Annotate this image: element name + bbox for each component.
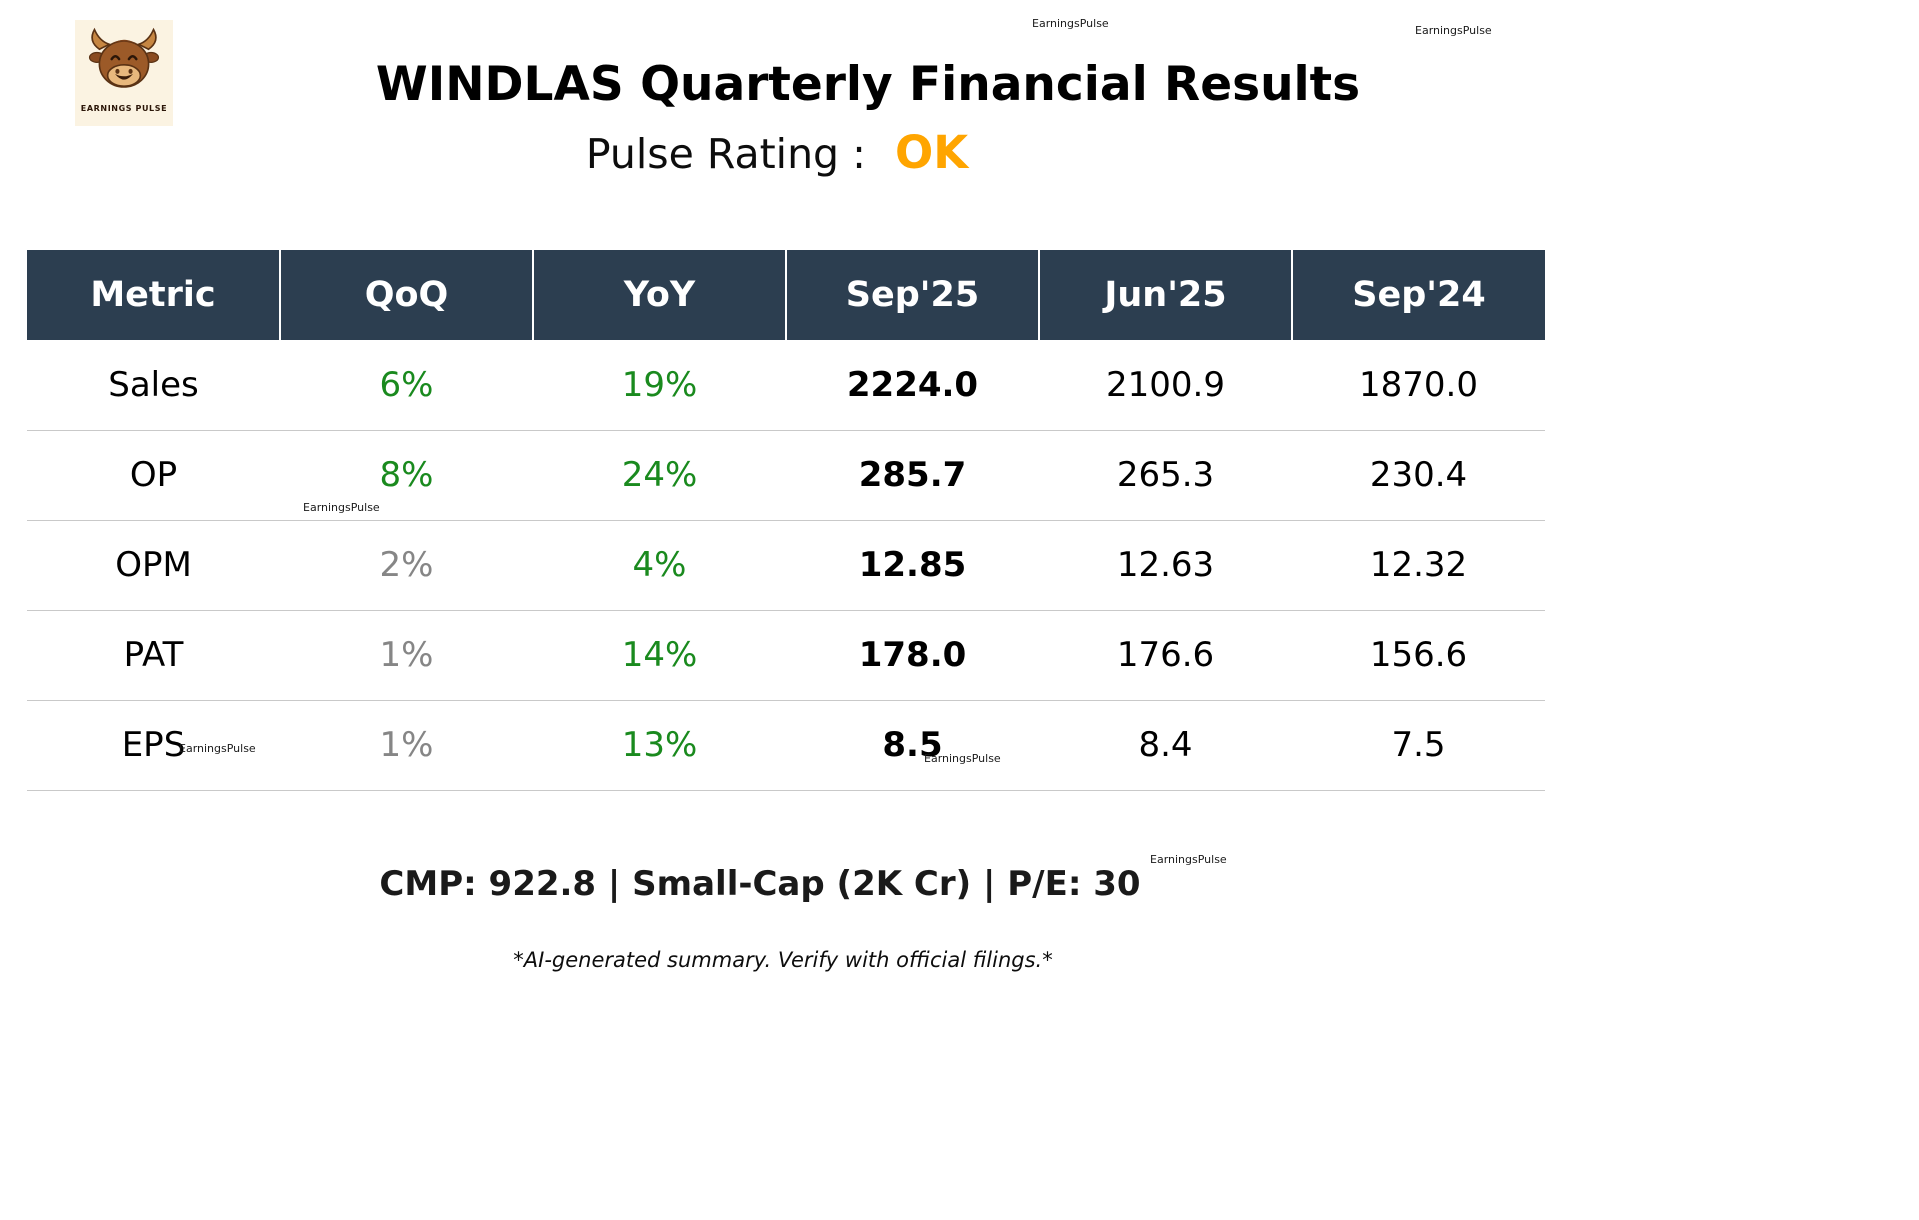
metric-cell: EPS bbox=[27, 700, 280, 791]
column-header-jun25: Jun'25 bbox=[1039, 250, 1293, 340]
yoy-cell: 24% bbox=[533, 430, 786, 521]
table-row: EPS 1% 13% 8.5 8.4 7.5 bbox=[27, 700, 1545, 791]
sep25-cell: 8.5 bbox=[786, 700, 1039, 791]
metric-cell: Sales bbox=[27, 340, 280, 431]
table-row: Sales 6% 19% 2224.0 2100.9 1870.0 bbox=[27, 340, 1545, 431]
table-row: PAT 1% 14% 178.0 176.6 156.6 bbox=[27, 610, 1545, 701]
qoq-cell: 8% bbox=[280, 430, 533, 521]
metric-cell: OPM bbox=[27, 520, 280, 611]
jun25-cell: 8.4 bbox=[1039, 700, 1292, 791]
rating-label: Pulse Rating : bbox=[585, 130, 866, 178]
results-table-container: Metric QoQ YoY Sep'25 Jun'25 Sep'24 Sale… bbox=[27, 250, 1545, 791]
sep25-cell: 285.7 bbox=[786, 430, 1039, 521]
sep25-cell: 2224.0 bbox=[786, 340, 1039, 431]
jun25-cell: 2100.9 bbox=[1039, 340, 1292, 431]
qoq-cell: 6% bbox=[280, 340, 533, 431]
yoy-cell: 4% bbox=[533, 520, 786, 611]
watermark: EarningsPulse bbox=[1415, 24, 1492, 37]
rating-value: OK bbox=[894, 126, 969, 179]
watermark: EarningsPulse bbox=[1032, 17, 1109, 30]
metric-cell: OP bbox=[27, 430, 280, 521]
table-header-row: Metric QoQ YoY Sep'25 Jun'25 Sep'24 bbox=[27, 250, 1545, 340]
column-header-sep25: Sep'25 bbox=[786, 250, 1040, 340]
page-title: WINDLAS Quarterly Financial Results bbox=[375, 57, 1361, 113]
qoq-cell: 1% bbox=[280, 610, 533, 701]
column-header-qoq: QoQ bbox=[280, 250, 534, 340]
table-row: OPM 2% 4% 12.85 12.63 12.32 bbox=[27, 520, 1545, 611]
bull-icon bbox=[88, 27, 160, 88]
cmp-summary: CMP: 922.8 | Small-Cap (2K Cr) | P/E: 30 bbox=[379, 864, 1141, 904]
column-header-metric: Metric bbox=[27, 250, 281, 340]
yoy-cell: 19% bbox=[533, 340, 786, 431]
results-table: Metric QoQ YoY Sep'25 Jun'25 Sep'24 Sale… bbox=[27, 250, 1545, 791]
sep24-cell: 230.4 bbox=[1292, 430, 1545, 521]
metric-cell: PAT bbox=[27, 610, 280, 701]
column-header-sep24: Sep'24 bbox=[1292, 250, 1545, 340]
qoq-cell: 1% bbox=[280, 700, 533, 791]
watermark: EarningsPulse bbox=[924, 752, 1001, 765]
watermark: EarningsPulse bbox=[1150, 853, 1227, 866]
qoq-cell: 2% bbox=[280, 520, 533, 611]
jun25-cell: 12.63 bbox=[1039, 520, 1292, 611]
yoy-cell: 14% bbox=[533, 610, 786, 701]
sep25-cell: 178.0 bbox=[786, 610, 1039, 701]
pulse-rating: Pulse Rating : OK bbox=[0, 126, 1554, 179]
ai-disclaimer: *AI-generated summary. Verify with offic… bbox=[513, 948, 1053, 972]
sep24-cell: 7.5 bbox=[1292, 700, 1545, 791]
sep24-cell: 12.32 bbox=[1292, 520, 1545, 611]
logo-text: EARNINGS PULSE bbox=[80, 104, 168, 113]
column-header-yoy: YoY bbox=[533, 250, 787, 340]
sep24-cell: 156.6 bbox=[1292, 610, 1545, 701]
jun25-cell: 176.6 bbox=[1039, 610, 1292, 701]
sep25-cell: 12.85 bbox=[786, 520, 1039, 611]
table-row: OP 8% 24% 285.7 265.3 230.4 bbox=[27, 430, 1545, 521]
watermark: EarningsPulse bbox=[303, 501, 380, 514]
watermark: EarningsPulse bbox=[179, 742, 256, 755]
earnings-pulse-logo: EARNINGS PULSE bbox=[75, 20, 173, 126]
sep24-cell: 1870.0 bbox=[1292, 340, 1545, 431]
yoy-cell: 13% bbox=[533, 700, 786, 791]
jun25-cell: 265.3 bbox=[1039, 430, 1292, 521]
